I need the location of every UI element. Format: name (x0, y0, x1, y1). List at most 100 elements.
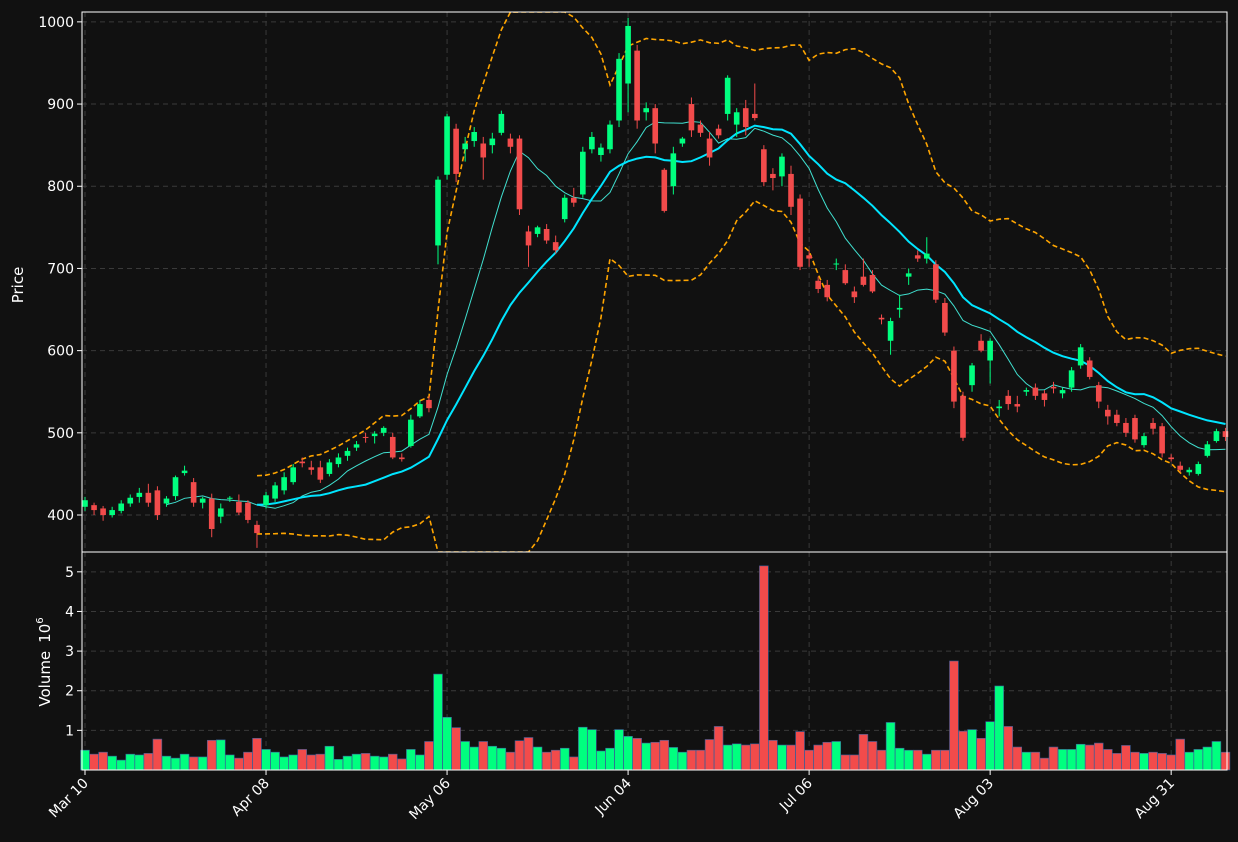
candle-body (1132, 418, 1138, 440)
volume-bar (695, 749, 706, 771)
candle-body (371, 433, 378, 437)
candle-body (580, 151, 586, 195)
volume-bar (460, 741, 470, 771)
candle-body (154, 490, 161, 516)
volume-bar (1157, 753, 1167, 771)
candle-body (797, 198, 803, 267)
candle-body (905, 273, 912, 277)
candle-body (670, 153, 677, 187)
candle-body (589, 136, 595, 150)
volume-bar (722, 744, 733, 771)
volume-ytick-label: 3 (65, 644, 74, 660)
volume-bar (523, 737, 534, 771)
candle-body (263, 495, 269, 506)
volume-bar (596, 750, 606, 771)
volume-ytick-label: 1 (65, 723, 74, 739)
candle-body (643, 108, 649, 113)
candle-body (815, 280, 821, 289)
candle-body (960, 395, 966, 438)
candle-body (1095, 385, 1102, 402)
candle-body (733, 112, 740, 125)
candle-body (751, 113, 758, 119)
volume-bar (1075, 743, 1086, 771)
candle-body (227, 497, 233, 499)
candle-body (869, 275, 876, 292)
candle-body (896, 307, 903, 310)
volume-bar (1130, 751, 1140, 771)
candle-body (1068, 370, 1075, 388)
volume-bar (496, 747, 507, 771)
candle-body (534, 227, 541, 234)
volume-bar (550, 749, 561, 771)
volume-bar (614, 729, 624, 771)
candle-body (389, 436, 396, 458)
price-panel-frame (81, 11, 1228, 553)
candle-body (498, 113, 505, 133)
candle-body (380, 427, 387, 433)
volume-bar (885, 722, 896, 771)
volume-bar (1103, 749, 1113, 771)
candle-body (770, 173, 776, 179)
candle-body (208, 498, 215, 529)
candle-body (1050, 386, 1057, 389)
volume-bar (786, 744, 796, 771)
volume-bar (1121, 745, 1131, 771)
volume-bar (1030, 751, 1041, 771)
volume-bar (505, 751, 516, 771)
volume-bar (152, 738, 163, 771)
volume-bar (433, 673, 443, 771)
candle-body (851, 291, 858, 298)
volume-bar (89, 753, 99, 771)
candle-body (462, 143, 468, 150)
volume-bar (261, 749, 271, 771)
candle-body (471, 132, 478, 142)
volume-bar (424, 741, 434, 771)
volume-bar (813, 744, 823, 771)
candle-body (326, 462, 333, 474)
volume-bar (903, 749, 914, 771)
candle-body (860, 276, 867, 285)
candle-body (652, 108, 659, 144)
candle-body (951, 350, 957, 402)
volume-bar (351, 753, 362, 771)
volume-bar (333, 758, 344, 771)
volume-bar (98, 751, 108, 771)
volume-bar (1139, 753, 1149, 771)
candle-body (353, 444, 360, 448)
volume-bar (541, 751, 552, 771)
volume-bar (922, 753, 932, 771)
candle-body (634, 50, 640, 121)
candle-body (290, 467, 296, 483)
candle-body (923, 253, 930, 259)
candle-body (453, 128, 459, 174)
xtick-label: Aug 31 (1132, 776, 1178, 822)
volume-bar (161, 755, 172, 771)
price-ytick-label: 1000 (38, 15, 74, 31)
volume-bar (1048, 746, 1059, 771)
candle-body (978, 340, 984, 351)
volume-bar (297, 749, 307, 771)
volume-bar (378, 756, 389, 771)
volume-bar (324, 745, 335, 771)
xtick-label: Apr 08 (229, 776, 273, 820)
candle-body (842, 270, 849, 284)
candle-body (181, 470, 188, 474)
volume-bar (1012, 746, 1023, 771)
volume-bar (116, 759, 126, 771)
volume-bar (605, 747, 615, 771)
bollinger-upper-line (256, 12, 1226, 477)
volume-bar (840, 754, 851, 771)
volume-axis-label-text: Volume (36, 651, 54, 707)
candle-body (552, 242, 559, 251)
candle-body (118, 503, 125, 511)
candle-body (1105, 409, 1111, 417)
candle-body (570, 197, 577, 203)
volume-bar (514, 740, 525, 771)
volume-bar (369, 755, 380, 771)
volume-bar (1003, 726, 1013, 771)
volume-bar (487, 745, 498, 771)
candle-body (1168, 457, 1174, 460)
candle-body (489, 138, 496, 146)
volume-bar (342, 755, 353, 771)
candle-body (444, 116, 450, 175)
